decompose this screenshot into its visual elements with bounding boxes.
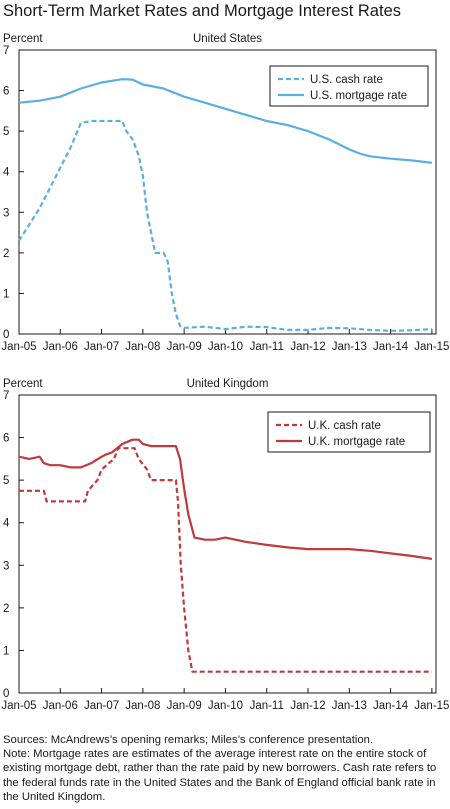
panel-title: United States (193, 33, 262, 45)
x-tick-label: Jan-09 (167, 341, 202, 353)
y-tick-label: 7 (3, 390, 9, 402)
sources-note: Sources: McAndrews’s opening remarks; Mi… (3, 734, 374, 746)
page-title: Short-Term Market Rates and Mortgage Int… (3, 2, 401, 20)
y-axis-label: Percent (3, 33, 43, 45)
x-tick-label: Jan-11 (250, 341, 284, 353)
legend: U.S. cash rate U.S. mortgage rate (269, 65, 429, 107)
y-tick-label: 0 (3, 688, 9, 700)
x-tick-label: Jan-06 (43, 341, 78, 353)
y-tick-label: 6 (3, 86, 9, 98)
x-tick-label: Jan-08 (125, 700, 160, 712)
y-tick-label: 5 (3, 475, 9, 487)
x-tick-label: Jan-09 (167, 700, 202, 712)
y-tick-label: 0 (3, 329, 9, 341)
x-tick-label: Jan-11 (250, 700, 284, 712)
y-tick-label: 2 (3, 248, 9, 260)
y-tick-label: 6 (3, 433, 9, 445)
legend-entry: U.K. mortgage rate (308, 436, 405, 448)
y-tick-label: 1 (3, 645, 9, 657)
y-tick-label: 3 (3, 560, 9, 572)
legend-entry: U.K. cash rate (308, 420, 381, 432)
us-rates-chart: Percent United States 0 1 2 3 4 5 6 7 Jan-05 Jan-06… (1, 33, 449, 353)
y-tick-label: 4 (3, 518, 10, 530)
plot-frame (18, 394, 437, 694)
u-s-cash-rate-line (18, 119, 432, 332)
y-tick-label: 7 (3, 45, 9, 57)
u-k-cash-rate-line (19, 447, 432, 673)
x-tick-label: Jan-07 (84, 341, 119, 353)
legend-entry: U.S. cash rate (310, 74, 383, 86)
x-tick-label: Jan-10 (208, 700, 243, 712)
y-axis-label: Percent (3, 378, 43, 390)
y-tick-label: 4 (3, 167, 10, 179)
x-tick-label: Jan-15 (414, 341, 449, 353)
legend-box (269, 65, 429, 107)
x-tick-label: Jan-07 (84, 700, 119, 712)
panel-title: United Kingdom (187, 378, 269, 390)
plot-frame (18, 49, 437, 335)
x-tick-label: Jan-05 (1, 700, 36, 712)
x-tick-label: Jan-14 (373, 341, 409, 353)
x-tick-label: Jan-13 (332, 341, 367, 353)
u-k-mortgage-rate-line (18, 438, 433, 560)
y-tick-label: 3 (3, 207, 9, 219)
x-tick-label: Jan-08 (125, 341, 160, 353)
x-tick-label: Jan-15 (414, 700, 449, 712)
x-tick-label: Jan-10 (208, 341, 243, 353)
x-tick-label: Jan-12 (290, 341, 325, 353)
x-tick-label: Jan-06 (43, 700, 78, 712)
y-tick-label: 2 (3, 603, 9, 615)
chart-footnotes: Sources: McAndrews’s opening remarks; Mi… (3, 733, 449, 804)
legend-box (267, 411, 431, 453)
y-tick-label: 1 (3, 288, 9, 300)
x-tick-label: Jan-12 (290, 700, 325, 712)
methodology-note: Note: Mortgage rates are estimates of th… (3, 748, 437, 803)
x-tick-label: Jan-13 (332, 700, 367, 712)
uk-rates-chart: Percent United Kingdom 0 1 2 3 4 5 6 7 Jan-05 Jan-0… (1, 378, 449, 712)
legend: U.K. cash rate U.K. mortgage rate (267, 411, 431, 453)
x-tick-label: Jan-14 (373, 700, 409, 712)
x-tick-label: Jan-05 (1, 341, 36, 353)
u-s-mortgage-rate-line (18, 78, 433, 164)
y-tick-label: 5 (3, 126, 9, 138)
legend-entry: U.S. mortgage rate (310, 90, 407, 102)
